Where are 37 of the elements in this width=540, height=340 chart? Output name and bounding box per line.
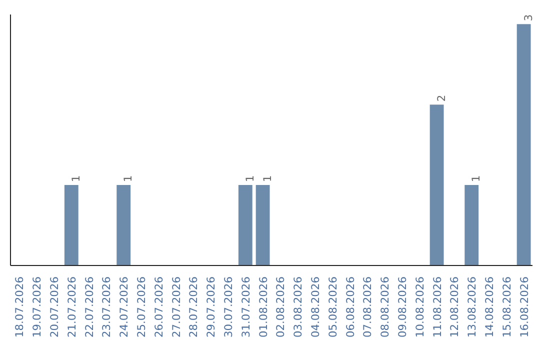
x-tick-label: 01.08.2026 xyxy=(256,276,270,338)
x-tick-label: 10.08.2026 xyxy=(413,276,426,338)
x-tick-label: 25.07.2026 xyxy=(135,276,148,338)
x-tick-label: 08.08.2026 xyxy=(378,276,392,338)
data-label: 3 xyxy=(522,14,535,22)
x-tick-label: 29.07.2026 xyxy=(204,276,218,338)
x-tick-label: 24.07.2026 xyxy=(118,276,131,338)
data-label: 1 xyxy=(69,175,82,182)
data-label: 1 xyxy=(470,175,483,182)
x-tick-label: 28.07.2026 xyxy=(187,276,200,338)
x-tick-label: 26.07.2026 xyxy=(152,276,166,338)
x-tick-label: 06.08.2026 xyxy=(344,276,357,338)
x-tick-label: 09.08.2026 xyxy=(396,276,409,338)
data-label: 1 xyxy=(243,175,256,182)
x-tick-label: 31.07.2026 xyxy=(239,276,252,338)
x-tick-label: 20.07.2026 xyxy=(48,276,61,338)
x-tick-label: 21.07.2026 xyxy=(65,276,78,338)
data-label: 1 xyxy=(260,175,274,182)
x-tick-label: 02.08.2026 xyxy=(274,276,288,338)
x-tick-label: 05.08.2026 xyxy=(326,276,340,338)
x-tick-label: 27.07.2026 xyxy=(170,276,183,338)
x-tick-label: 22.07.2026 xyxy=(82,276,96,338)
x-tick-label: 12.08.2026 xyxy=(448,276,462,338)
data-label: 2 xyxy=(434,94,448,102)
x-tick-label: 19.07.2026 xyxy=(30,276,44,338)
x-tick-label: 15.08.2026 xyxy=(500,276,514,338)
x-tick-label: 30.07.2026 xyxy=(222,276,235,338)
x-tick-label: 13.08.2026 xyxy=(466,276,479,338)
x-tick-label: 18.07.2026 xyxy=(13,276,26,338)
x-tick-label: 07.08.2026 xyxy=(361,276,374,338)
x-tick-label: 14.08.2026 xyxy=(483,276,496,338)
x-tick-label: 11.08.2026 xyxy=(430,276,444,338)
x-tick-label: 16.08.2026 xyxy=(518,276,531,338)
data-label: 1 xyxy=(122,175,135,182)
x-tick-label: 04.08.2026 xyxy=(309,276,322,338)
x-tick-label: 03.08.2026 xyxy=(292,276,305,338)
x-tick-label: 23.07.2026 xyxy=(100,276,114,338)
